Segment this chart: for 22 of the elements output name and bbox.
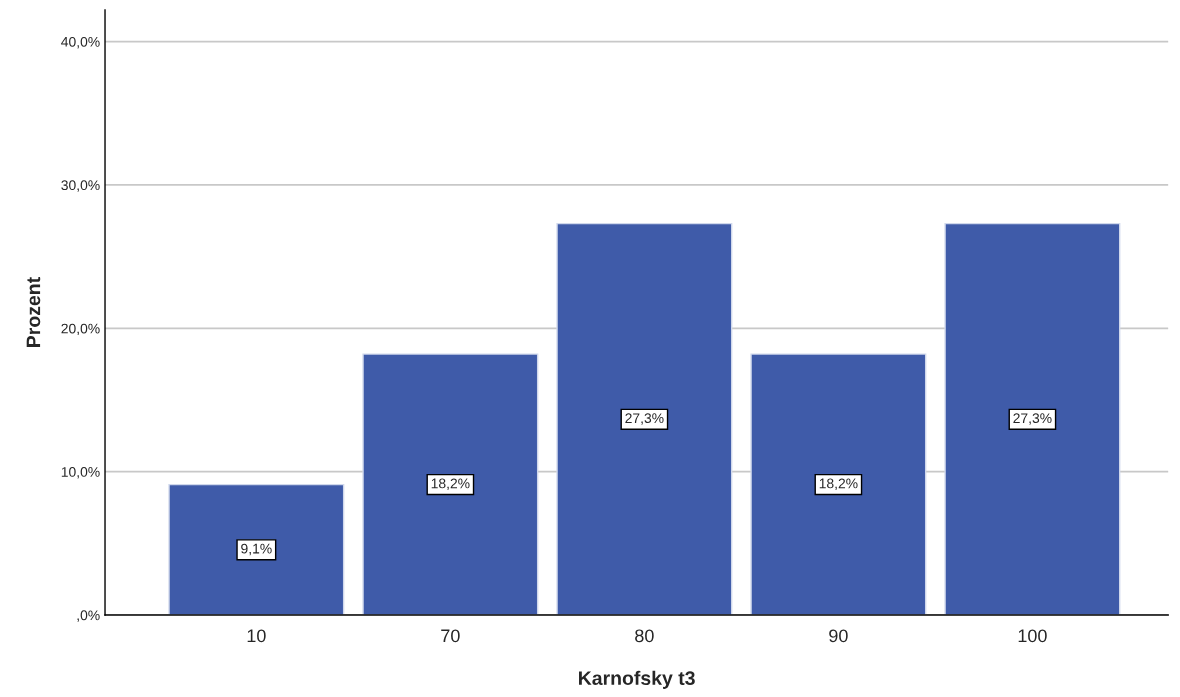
x-tick-label: 90 xyxy=(829,629,848,643)
x-tick-label: 10 xyxy=(247,629,266,643)
data-label: 18,2% xyxy=(431,478,470,490)
data-label: 27,3% xyxy=(1013,413,1052,425)
x-tick-label: 80 xyxy=(635,629,654,643)
y-tick-label: 30,0% xyxy=(61,180,100,192)
y-tick-label: 40,0% xyxy=(61,36,100,49)
data-label: 9,1% xyxy=(241,543,272,556)
y-tick-label: ,0% xyxy=(77,610,100,622)
bar xyxy=(944,222,1121,616)
x-axis-title: Karnofsky t3 xyxy=(579,670,695,689)
bar xyxy=(168,483,345,616)
data-label: 27,3% xyxy=(625,413,664,425)
x-tick-label: 70 xyxy=(441,629,460,643)
x-tick-label: 100 xyxy=(1018,629,1047,643)
y-tick-label: 20,0% xyxy=(61,323,100,336)
y-tick-label: 10,0% xyxy=(61,467,100,479)
bar xyxy=(362,353,539,616)
y-axis-title: Prozent xyxy=(26,277,41,347)
bar xyxy=(556,222,733,616)
bar xyxy=(750,353,927,616)
data-label: 18,2% xyxy=(819,478,858,490)
